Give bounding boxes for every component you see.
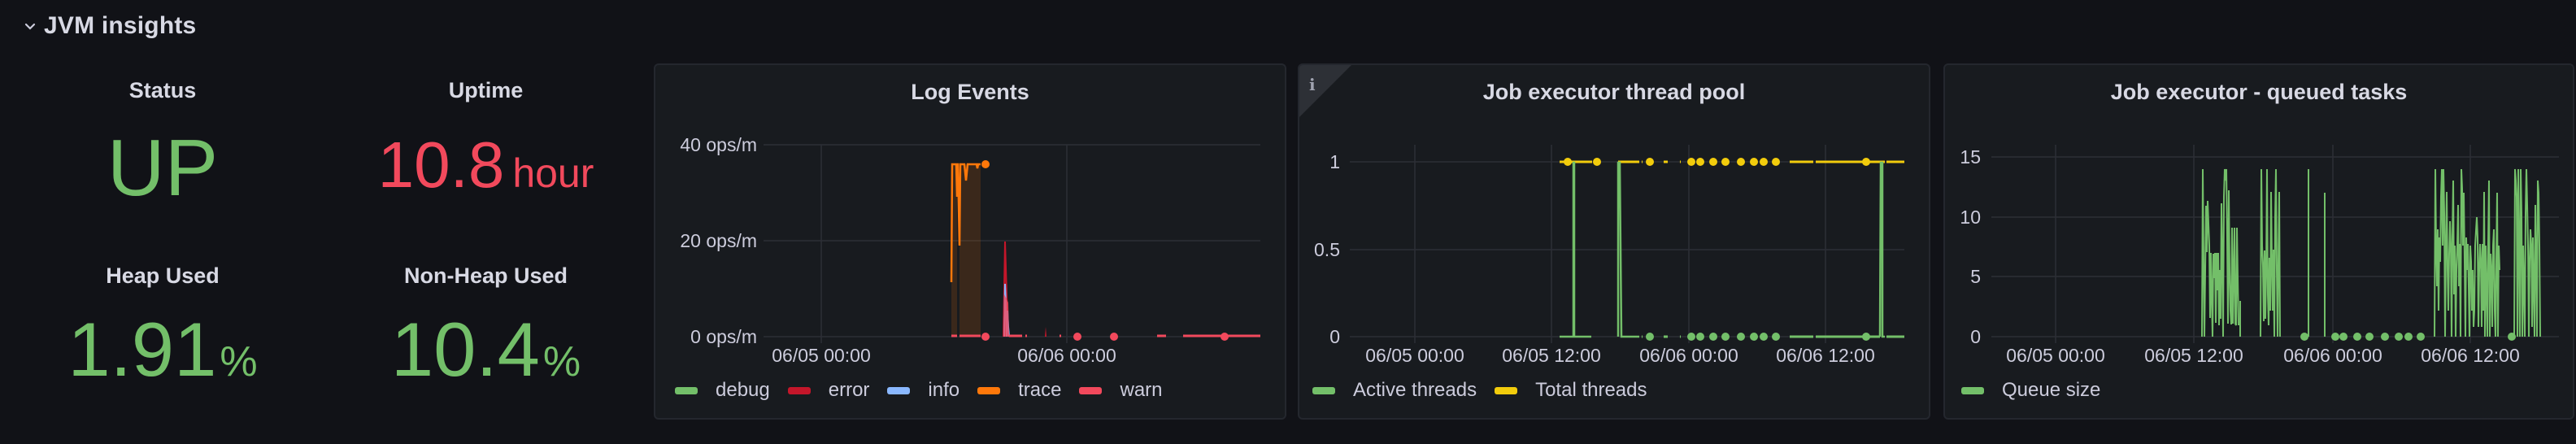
non-heap-used-unit: % (542, 338, 581, 385)
legend-swatch (1079, 386, 1103, 394)
heap-used-value: 1.91 (67, 307, 217, 392)
legend: Active threads Total threads (1312, 379, 1665, 402)
legend-swatch (887, 386, 911, 394)
legend-swatch (787, 386, 811, 394)
x-tick-label: 06/06 12:00 (2421, 345, 2520, 366)
legend-swatch (1312, 386, 1335, 394)
x-tick-label: 06/05 12:00 (1502, 345, 1601, 366)
stat-label: Non-Heap Used (403, 263, 568, 288)
legend-item-error[interactable]: error (787, 379, 870, 402)
row-header-jvm-insights[interactable]: JVM insights (23, 8, 196, 44)
legend-label: Active threads (1353, 379, 1477, 401)
x-tick-label: 06/06 00:00 (2283, 345, 2382, 366)
legend-label: Queue size (2002, 379, 2101, 401)
info-icon[interactable]: i (1309, 75, 1316, 94)
stat-panel-non-heap-used[interactable]: Non-Heap Used 10.4% (325, 257, 646, 420)
legend-item-total-threads[interactable]: Total threads (1495, 379, 1647, 402)
panel-title: Log Events (911, 80, 1029, 104)
panel-title: Job executor - queued tasks (2110, 80, 2408, 104)
y-tick-label: 15 (1960, 146, 1981, 168)
x-tick-label: 06/05 00:00 (2006, 345, 2105, 366)
x-tick-label: 06/06 12:00 (1776, 345, 1875, 366)
legend: debug error info trace warn (675, 379, 1181, 402)
legend-label: trace (1018, 379, 1062, 401)
x-tick-label: 06/05 12:00 (2144, 345, 2243, 366)
legend-item-active-threads[interactable]: Active threads (1312, 379, 1477, 402)
panel-log-events[interactable]: Log Events (654, 63, 1286, 420)
panel-job-executor-queued-tasks[interactable]: Job executor - queued tasks (1943, 63, 2574, 420)
y-tick-label: 1 (1329, 151, 1340, 172)
stat-value: 10.4% (325, 311, 646, 388)
non-heap-used-value: 10.4 (390, 307, 540, 392)
legend-item-warn[interactable]: warn (1079, 379, 1163, 402)
panel-job-executor-thread-pool[interactable]: i Job executor thread pool (1298, 63, 1930, 420)
stat-value: UP (0, 128, 325, 207)
log-events-plot[interactable] (655, 65, 1286, 420)
legend-item-debug[interactable]: debug (675, 379, 770, 402)
x-tick-label: 06/05 00:00 (772, 345, 871, 366)
legend: Queue size (1961, 379, 2118, 402)
y-tick-label: 0 (1329, 326, 1340, 347)
queued-tasks-plot[interactable] (1945, 65, 2574, 420)
stat-value: 1.91% (0, 311, 325, 388)
status-value: UP (107, 123, 219, 212)
y-tick-label: 0.5 (1314, 239, 1340, 260)
legend-item-info[interactable]: info (887, 379, 959, 402)
stat-label: Heap Used (106, 263, 220, 288)
x-tick-label: 06/05 00:00 (1365, 345, 1464, 366)
legend-label: Total threads (1535, 379, 1647, 401)
legend-label: warn (1120, 379, 1163, 401)
legend-swatch (977, 386, 1001, 394)
y-tick-label: 40 ops/m (680, 134, 757, 155)
stat-value: 10.8 hour (325, 133, 646, 198)
legend-swatch (1961, 386, 1984, 394)
y-tick-label: 0 ops/m (690, 326, 757, 347)
stat-panel-heap-used[interactable]: Heap Used 1.91% (0, 257, 325, 420)
y-tick-label: 20 ops/m (680, 230, 757, 251)
panel-title: Job executor thread pool (1482, 80, 1746, 104)
y-tick-label: 10 (1960, 207, 1981, 228)
legend-item-queue-size[interactable]: Queue size (1961, 379, 2100, 402)
legend-swatch (1495, 386, 1518, 394)
y-tick-label: 0 (1970, 326, 1981, 347)
heap-used-unit: % (220, 338, 258, 385)
stat-panel-uptime[interactable]: Uptime 10.8 hour (325, 72, 646, 234)
uptime-value: 10.8 (377, 128, 505, 201)
x-tick-label: 06/06 00:00 (1639, 345, 1738, 366)
legend-item-trace[interactable]: trace (977, 379, 1061, 402)
x-tick-label: 06/06 00:00 (1017, 345, 1116, 366)
thread-pool-plot[interactable] (1299, 65, 1930, 420)
panel-info-corner (1299, 65, 1351, 117)
stat-label: Uptime (448, 78, 524, 102)
y-tick-label: 5 (1970, 266, 1981, 287)
stat-label: Status (128, 78, 197, 102)
uptime-unit: hour (512, 150, 594, 196)
legend-swatch (675, 386, 698, 394)
stat-panel-status[interactable]: Status UP (0, 72, 325, 234)
chevron-down-icon (24, 23, 36, 30)
legend-label: debug (716, 379, 770, 401)
legend-label: error (828, 379, 870, 401)
row-title: JVM insights (44, 12, 197, 39)
legend-label: info (928, 379, 960, 401)
